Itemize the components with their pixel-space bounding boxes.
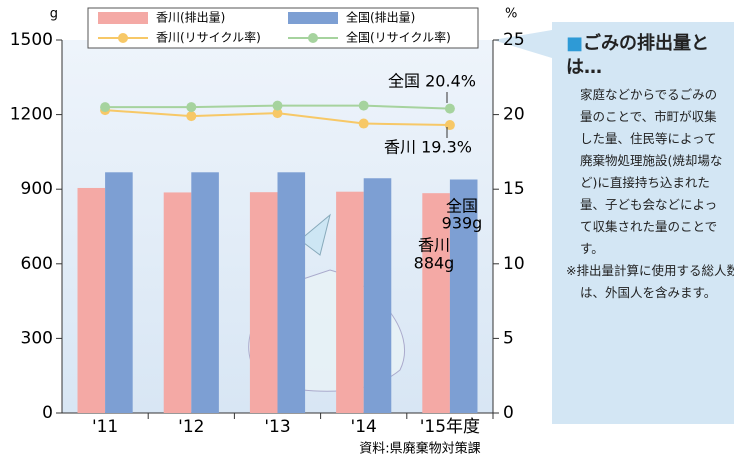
legend-label: 全国(排出量)	[346, 10, 415, 25]
side-panel: ごみの排出量とは… 家庭などからでるごみの量のことで、市町が収集した量、住民等に…	[552, 22, 734, 424]
bar	[363, 178, 392, 413]
annotation: 香川	[418, 236, 450, 255]
legend-dot	[118, 33, 128, 43]
y2-tick-label: 10	[503, 254, 525, 274]
legend-label: 香川(リサイクル率)	[156, 30, 261, 45]
legend-label: 香川(排出量)	[156, 11, 225, 25]
annotation: 939g	[442, 214, 483, 233]
point	[444, 120, 455, 131]
x-tick-label: '13	[264, 417, 290, 437]
bar	[277, 172, 306, 413]
point	[358, 100, 369, 111]
y-tick-label: 600	[21, 254, 53, 274]
point	[272, 100, 283, 111]
y-tick-label: 900	[21, 179, 53, 199]
bar	[163, 192, 192, 413]
bar	[422, 193, 450, 413]
y-tick-label: 1200	[10, 105, 53, 125]
point	[358, 118, 369, 129]
source: 資料:県廃棄物対策課	[359, 441, 480, 456]
legend-swatch	[98, 12, 148, 24]
panel-title: ごみの排出量とは…	[566, 32, 734, 80]
y-unit: g	[50, 7, 58, 22]
legend-box	[87, 7, 479, 49]
x-tick-label: '15年度	[420, 417, 480, 437]
bar	[77, 187, 106, 413]
annotation: 香川 19.3%	[384, 138, 472, 157]
point	[186, 102, 197, 113]
bar	[336, 191, 364, 413]
legend-swatch	[288, 12, 338, 24]
y2-unit: %	[505, 7, 517, 22]
annotation: 884g	[414, 254, 455, 273]
legend-label: 全国(リサイクル率)	[346, 30, 451, 45]
y2-tick-label: 15	[503, 179, 525, 199]
y2-tick-label: 20	[503, 105, 525, 125]
y-tick-label: 300	[21, 328, 53, 348]
point	[100, 102, 111, 113]
y2-tick-label: 5	[503, 328, 514, 348]
bar	[449, 179, 478, 413]
annotation: 全国	[446, 197, 478, 216]
y-tick-label: 1500	[10, 30, 53, 50]
chart: g % 資料:県廃棄物対策課 0 300 600 900 1200 1500 0 5 10 15 2…	[10, 7, 552, 456]
panel-body: 家庭などからでるごみの量のことで、市町が収集した量、住民等によって廃棄物処理施設…	[580, 87, 723, 256]
point	[272, 108, 283, 119]
x-tick-label: '12	[178, 417, 204, 437]
point	[444, 103, 455, 114]
x-tick-label: '11	[92, 417, 118, 437]
bar	[191, 172, 219, 413]
point	[186, 111, 197, 122]
annotation: 全国 20.4%	[388, 72, 476, 91]
panel-pointer	[493, 30, 552, 58]
y2-tick-label: 0	[503, 403, 514, 423]
bag-knot	[299, 213, 331, 256]
bar	[249, 192, 278, 413]
y-tick-label: 0	[42, 403, 53, 423]
legend-dot	[308, 33, 318, 43]
y2-tick-label: 25	[503, 30, 525, 50]
x-tick-label: '14	[351, 417, 377, 437]
bar	[105, 172, 133, 413]
panel-note: ※排出量計算に使用する総人数は、外国人を含みます。	[566, 263, 734, 300]
